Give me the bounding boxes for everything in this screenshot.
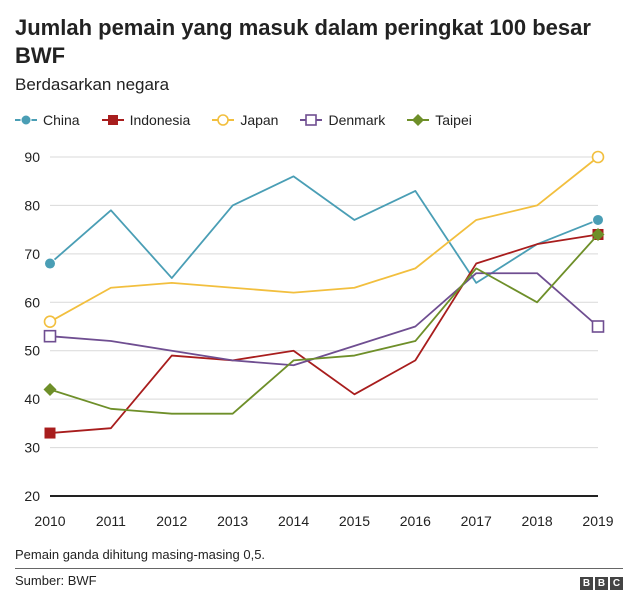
line-chart: 20 30 40 50 60 70 80 90 2010 2011 2012 2013 2014 2015… — [24, 149, 613, 529]
footnote: Pemain ganda dihitung masing-masing 0,5. — [15, 547, 266, 562]
y-tick-label: 20 — [24, 488, 40, 504]
x-tick-label: 2019 — [582, 513, 613, 529]
legend-swatch — [407, 114, 430, 126]
series-japan — [43, 150, 605, 328]
legend-swatch — [212, 114, 235, 126]
series-denmark — [43, 272, 605, 367]
y-tick-label: 70 — [24, 246, 40, 262]
legend-swatch-marker — [20, 114, 32, 126]
logo-letter: B — [595, 577, 608, 590]
logo-letter: B — [580, 577, 593, 590]
legend-swatch — [15, 114, 37, 126]
legend-swatch — [101, 115, 124, 125]
series-indonesia — [44, 228, 604, 439]
legend-item: Japan — [212, 112, 278, 128]
x-tick-label: 2012 — [156, 513, 187, 529]
data-point — [44, 427, 56, 439]
legend-swatch-marker — [305, 114, 318, 126]
data-point — [591, 227, 605, 241]
data-point — [43, 315, 57, 328]
chart-subtitle: Berdasarkan negara — [15, 75, 170, 94]
chart-title: Jumlah pemain yang masuk dalam peringkat… — [15, 15, 591, 68]
legend-label: Taipei — [435, 112, 472, 128]
x-tick-label: 2013 — [217, 513, 248, 529]
y-tick-label: 80 — [24, 197, 40, 213]
legend-swatch — [300, 114, 323, 126]
x-tick-label: 2011 — [96, 513, 126, 529]
data-point — [591, 320, 605, 333]
legend-swatch-marker — [107, 115, 118, 125]
x-tick-label: 2014 — [278, 513, 309, 529]
legend-item: China — [15, 112, 80, 128]
series-line — [49, 272, 599, 367]
logo-letter: C — [610, 577, 623, 590]
series-line — [49, 233, 599, 434]
source-note: Sumber: BWF — [15, 573, 97, 588]
y-tick-label: 30 — [24, 440, 40, 456]
x-tick-label: 2015 — [339, 513, 370, 529]
series-china — [44, 175, 604, 284]
legend-label: Indonesia — [129, 112, 191, 128]
legend: China Indonesia Japan Denmark Taipei — [15, 112, 494, 128]
legend-item: Denmark — [300, 112, 385, 128]
data-point — [591, 150, 605, 164]
data-point — [44, 257, 56, 270]
legend-label: China — [43, 112, 80, 128]
data-point — [592, 213, 604, 226]
legend-swatch-marker — [412, 114, 425, 126]
legend-item: Taipei — [407, 112, 472, 128]
legend-label: Japan — [240, 112, 279, 128]
series-line — [49, 233, 599, 415]
legend-label: Denmark — [328, 112, 386, 128]
series-line — [49, 175, 599, 284]
series-taipei — [43, 227, 605, 415]
legend-swatch-marker — [217, 114, 230, 126]
x-tick-label: 2016 — [400, 513, 431, 529]
data-point — [43, 382, 57, 396]
y-tick-label: 40 — [24, 391, 40, 407]
bbc-logo: B B C — [578, 577, 623, 590]
x-tick-label: 2018 — [522, 513, 553, 529]
x-tick-label: 2017 — [461, 513, 492, 529]
data-point — [43, 329, 57, 343]
x-tick-label: 2010 — [34, 513, 65, 529]
y-tick-label: 50 — [24, 343, 40, 359]
y-tick-label: 90 — [24, 149, 40, 165]
legend-item: Indonesia — [101, 112, 191, 128]
y-tick-label: 60 — [24, 294, 40, 310]
series-line — [49, 156, 599, 323]
footer-divider — [15, 568, 623, 569]
